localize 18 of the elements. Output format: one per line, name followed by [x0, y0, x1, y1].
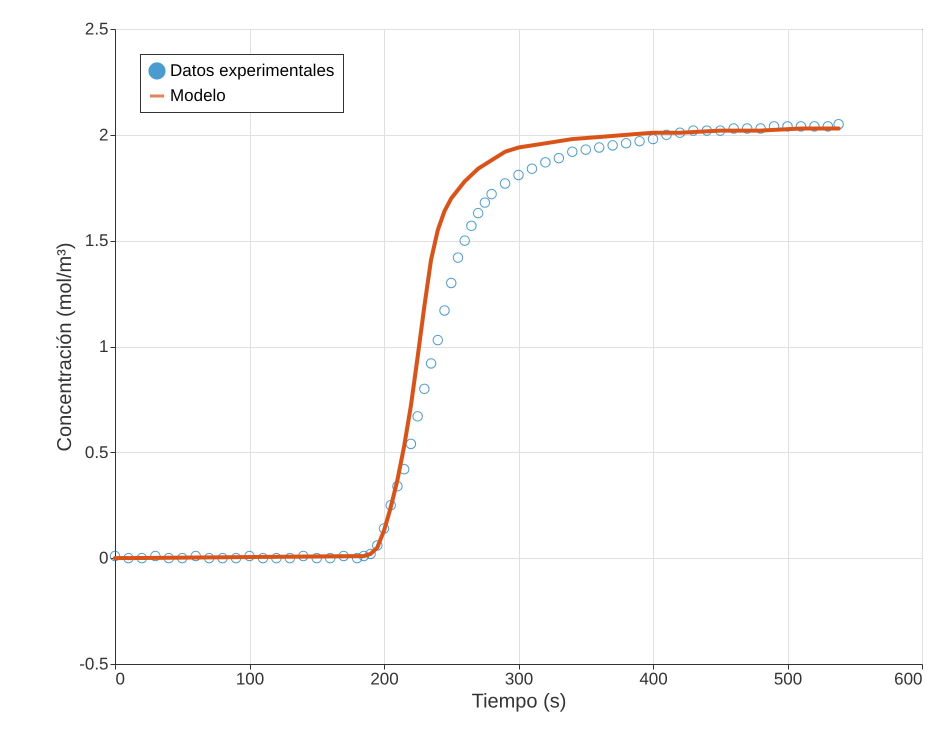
legend-label: Modelo [170, 86, 226, 105]
x-tick-label: 500 [774, 670, 802, 688]
y-axis-title: Concentración (mol/m³) [54, 242, 76, 452]
y-tick-label: 2 [99, 125, 108, 144]
y-tick-label: 2.5 [84, 20, 108, 38]
y-tick-label: 1 [99, 337, 108, 356]
y-tick-label: 0 [99, 548, 108, 568]
x-tick-label: 400 [639, 670, 668, 688]
x-tick-label: 0 [116, 670, 125, 688]
y-tick-label: 0.5 [84, 442, 108, 462]
y-tick-label: -0.5 [79, 654, 108, 674]
x-tick-label: 300 [504, 670, 534, 688]
x-tick-label: 200 [370, 670, 399, 688]
legend-label: Datos experimentales [170, 61, 334, 80]
x-axis-title: Tiempo (s) [472, 690, 566, 712]
x-tick-label: 100 [236, 670, 264, 688]
x-tick-label: 600 [894, 670, 922, 688]
y-tick-label: 1.5 [84, 231, 108, 250]
